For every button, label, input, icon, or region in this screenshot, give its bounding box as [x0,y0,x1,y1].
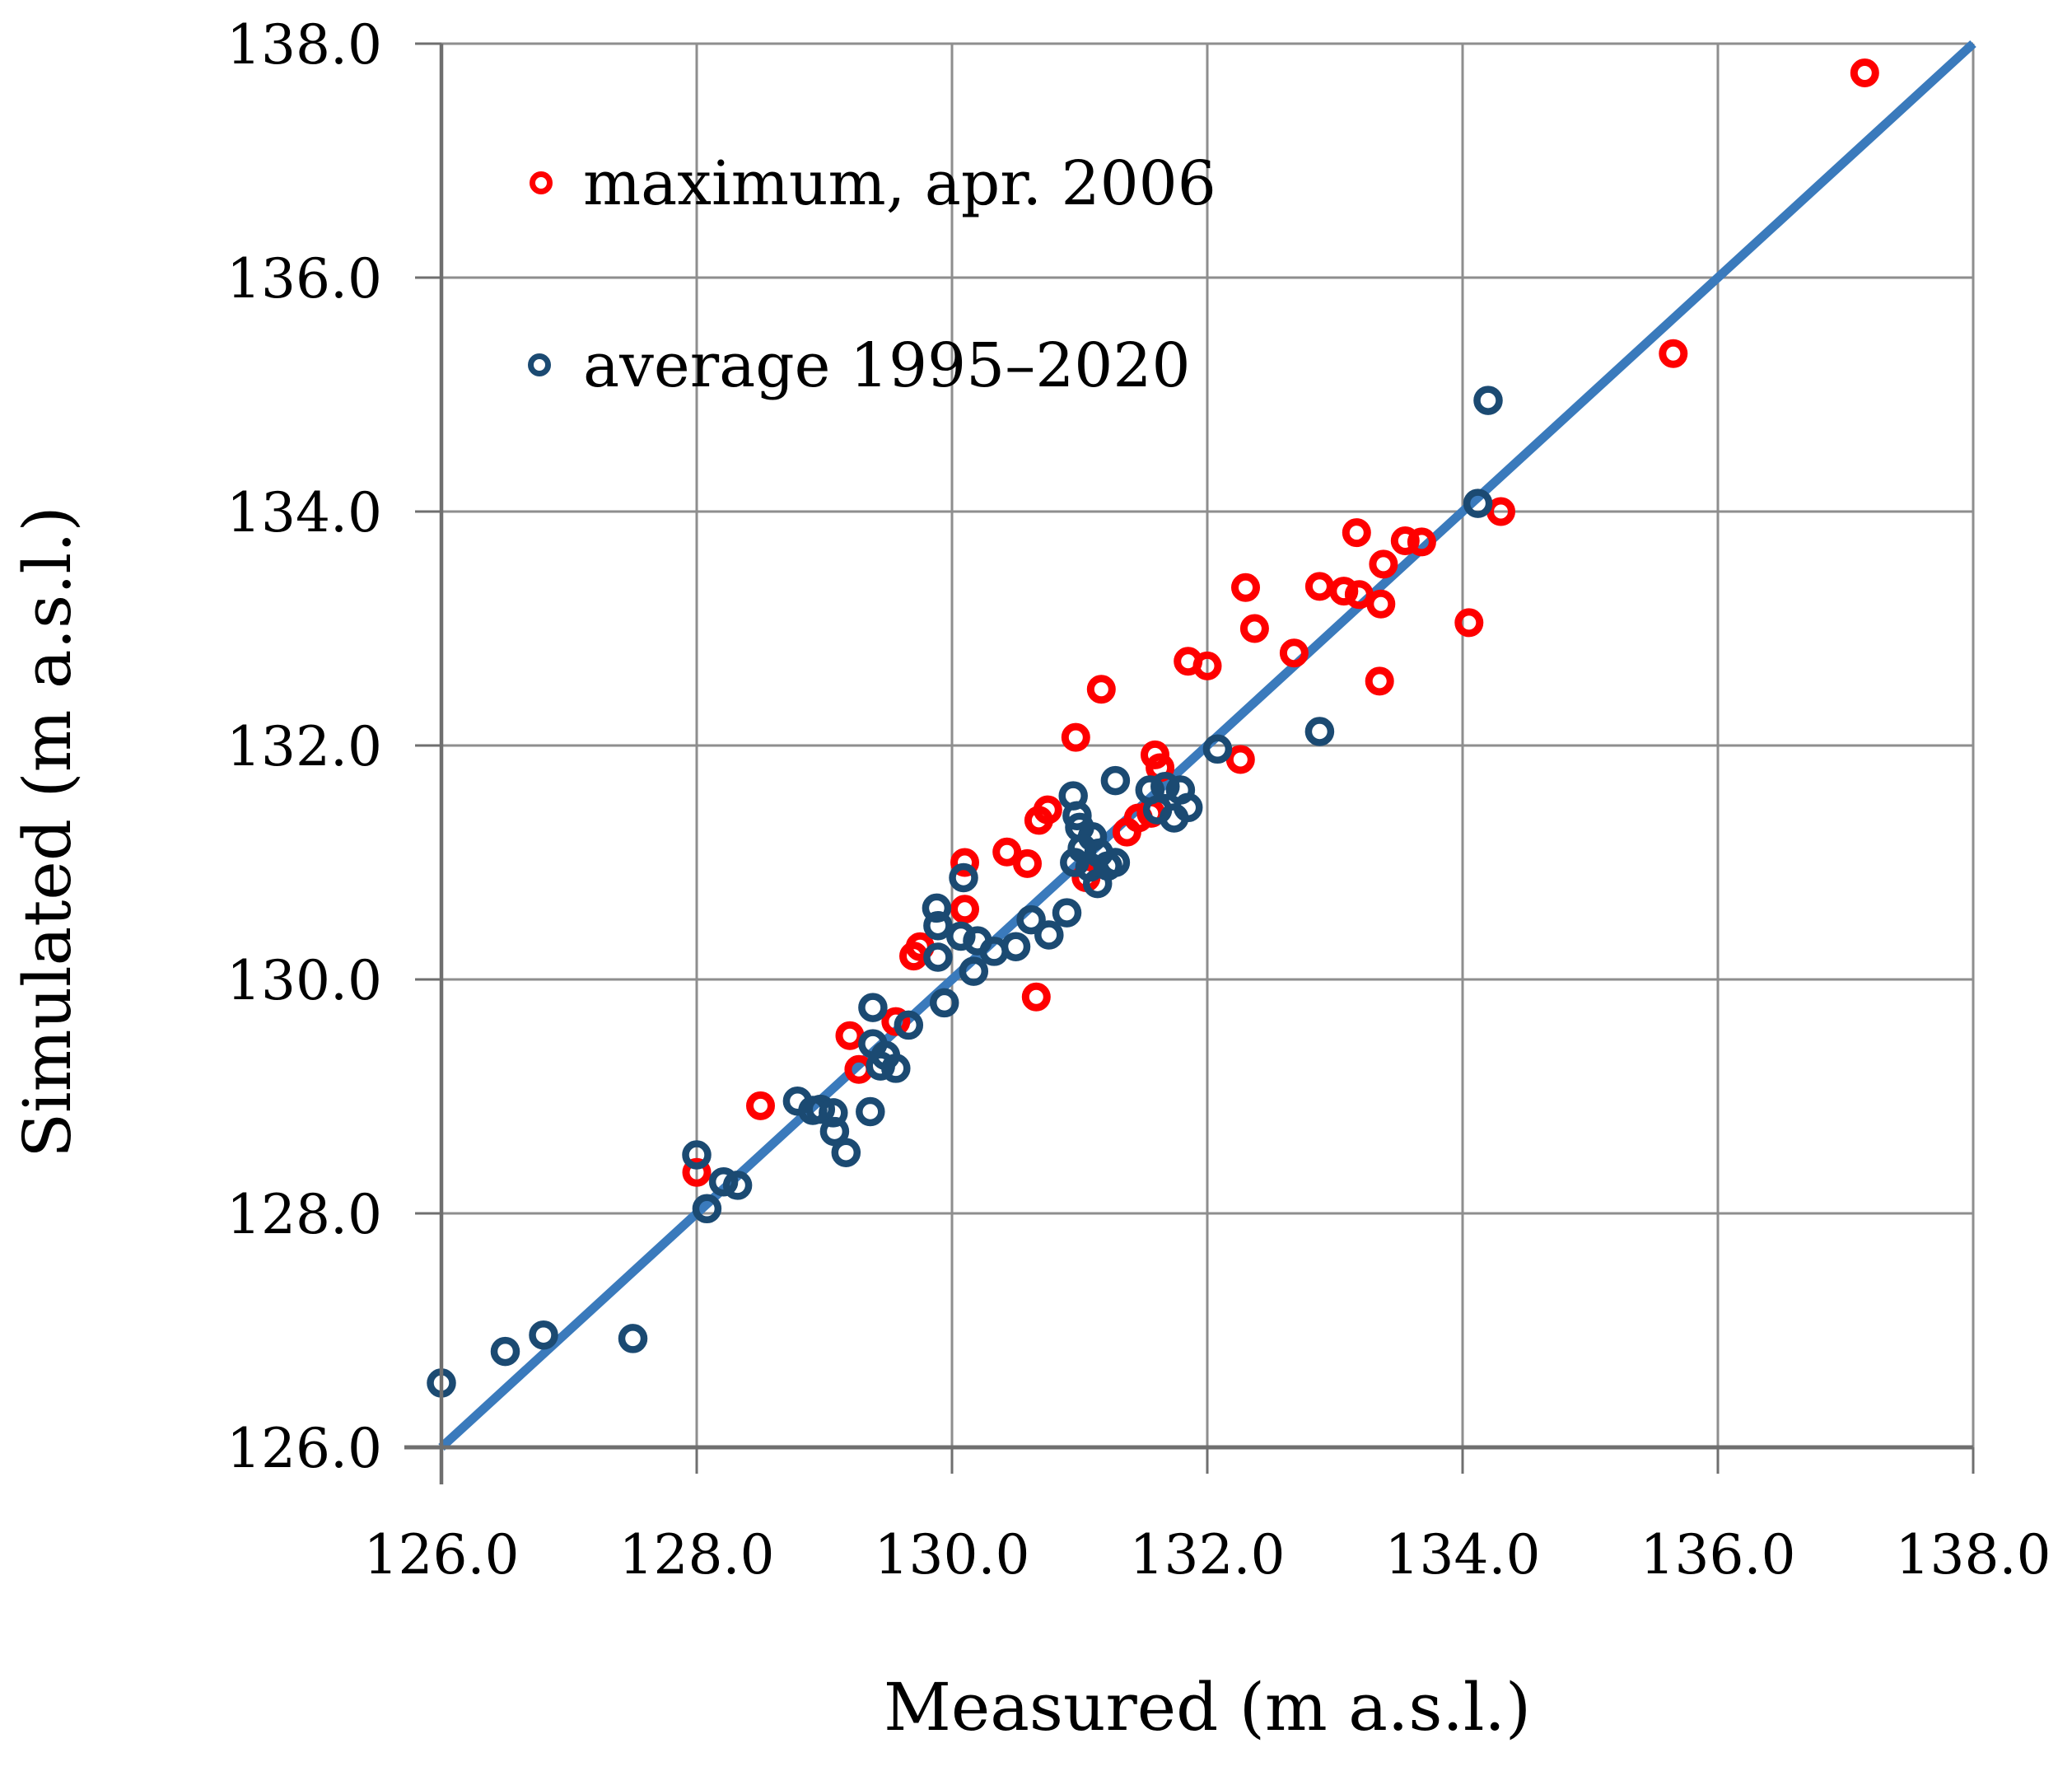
data-point-maximum [1192,651,1222,680]
data-point-maximum [1239,614,1269,643]
y-axis-title: Simulated (m a.s.l.) [9,506,86,1158]
y-tick-label: 136.0 [226,247,382,311]
legend-marker-maximum-icon [530,171,553,194]
data-point-maximum [992,837,1022,867]
legend: maximum, apr. 2006 average 1995–2020 [528,148,1216,401]
data-point-average [1001,932,1031,961]
data-point-maximum [1365,666,1394,696]
x-axis-title: Measured (m a.s.l.) [884,1669,1531,1746]
data-point-average [856,1096,885,1127]
data-point-average [922,893,952,923]
data-point-average [1304,717,1335,746]
data-point-average [1034,920,1064,950]
data-point-average [618,1324,648,1353]
data-point-average [708,1166,739,1197]
y-tick-label: 132.0 [226,715,382,778]
axes [404,42,1975,1484]
data-point-average [1082,868,1113,899]
data-point-average [929,988,959,1018]
data-point-average [949,862,978,893]
data-point-average [923,910,953,941]
data-point-average [1100,848,1131,877]
data-point-maximum [1329,577,1359,606]
data-point-average [1473,386,1503,415]
y-tick-label: 130.0 [226,949,382,1012]
data-point-maximum [1344,580,1374,610]
data-point-average [805,1094,836,1124]
data-point-average [529,1320,558,1350]
data-point-average [923,942,953,972]
y-tick-label: 138.0 [226,13,382,77]
data-point-maximum [1061,722,1090,752]
data-point-maximum [1390,526,1420,555]
legend-marker-average-icon [528,353,551,376]
data-point-maximum [1659,339,1688,368]
data-point-average [1016,904,1046,935]
data-point-maximum [1407,527,1436,557]
data-point-maximum [1366,589,1396,619]
data-point-average [894,1010,924,1040]
data-point-average [682,1140,712,1170]
data-point-average [1463,488,1493,518]
data-points-layer [427,58,1879,1398]
gridlines [440,42,1975,1449]
x-tick-label: 130.0 [875,1523,1030,1587]
data-point-maximum [950,895,979,924]
tick-labels: 126.0 126.0 128.0 128.0 130.0 130.0 132.0 132.0… [226,13,2051,1587]
y-tick-label: 134.0 [226,481,382,544]
data-point-maximum [1033,795,1062,825]
x-tick-label: 126.0 [364,1523,520,1587]
x-tick-label: 136.0 [1640,1523,1796,1587]
y-tick-label: 128.0 [226,1183,382,1246]
x-tick-label: 132.0 [1130,1523,1286,1587]
data-point-maximum [1342,518,1371,548]
data-point-maximum [1021,982,1051,1012]
data-point-average [722,1171,753,1200]
data-point-average [1142,795,1173,825]
data-point-maximum [1486,497,1515,526]
data-point-average [959,956,989,986]
data-point-maximum [1279,638,1309,668]
data-point-average [819,1116,850,1147]
data-point-maximum [881,1007,911,1036]
data-point-maximum [1850,58,1879,87]
x-tick-label: 138.0 [1896,1523,2051,1587]
data-point-average [1052,898,1082,928]
data-point-maximum [746,1091,775,1120]
data-point-average [866,1051,895,1081]
data-point-average [490,1336,520,1367]
data-point-average [881,1054,911,1083]
data-point-maximum [1369,549,1398,579]
data-point-average [1060,848,1090,877]
data-point-average [1100,765,1131,796]
data-point-maximum [1086,675,1116,704]
data-point-maximum [1231,573,1260,602]
data-point-average [946,921,976,951]
data-point-maximum [835,1021,865,1050]
legend-label-maximum: maximum, apr. 2006 [583,148,1216,219]
data-point-average [692,1194,722,1224]
x-tick-label: 134.0 [1385,1523,1541,1587]
data-point-average [831,1138,861,1167]
data-point-maximum [1225,745,1255,774]
y-tick-label: 126.0 [226,1417,382,1480]
data-point-average [858,993,888,1022]
data-point-maximum [1454,608,1484,638]
data-point-maximum [1304,572,1334,601]
data-point-average [1202,734,1233,764]
x-tick-label: 128.0 [619,1523,775,1587]
data-point-maximum [1013,848,1042,878]
data-point-maximum [950,848,979,877]
legend-label-average: average 1995–2020 [583,330,1191,401]
data-point-maximum [682,1157,712,1187]
